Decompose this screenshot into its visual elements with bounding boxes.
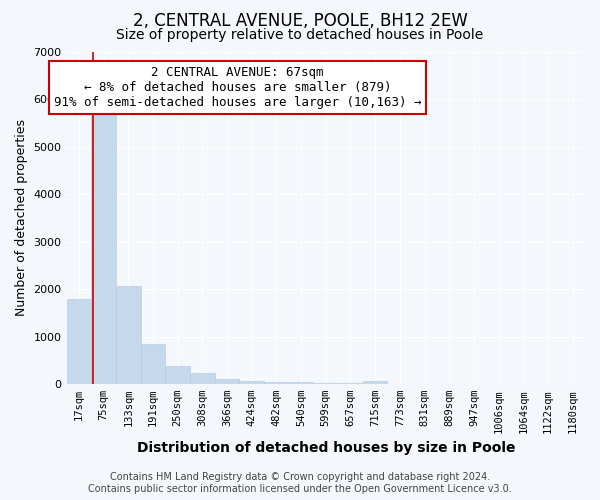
Y-axis label: Number of detached properties: Number of detached properties (15, 120, 28, 316)
Bar (338, 383, 363, 384)
Bar (313, 382, 338, 384)
Text: Contains HM Land Registry data © Crown copyright and database right 2024.
Contai: Contains HM Land Registry data © Crown c… (88, 472, 512, 494)
Text: Size of property relative to detached houses in Poole: Size of property relative to detached ho… (116, 28, 484, 42)
Bar (363, 381, 388, 384)
Bar (116, 286, 140, 384)
Bar (289, 382, 313, 384)
Text: 2 CENTRAL AVENUE: 67sqm
← 8% of detached houses are smaller (879)
91% of semi-de: 2 CENTRAL AVENUE: 67sqm ← 8% of detached… (54, 66, 421, 110)
Bar (239, 380, 264, 384)
Bar (264, 382, 289, 384)
Text: 2, CENTRAL AVENUE, POOLE, BH12 2EW: 2, CENTRAL AVENUE, POOLE, BH12 2EW (133, 12, 467, 30)
Bar (140, 344, 165, 384)
Bar (165, 366, 190, 384)
X-axis label: Distribution of detached houses by size in Poole: Distribution of detached houses by size … (137, 441, 515, 455)
Bar (91, 111, 116, 384)
Bar (67, 300, 91, 384)
Bar (190, 373, 215, 384)
Bar (215, 379, 239, 384)
